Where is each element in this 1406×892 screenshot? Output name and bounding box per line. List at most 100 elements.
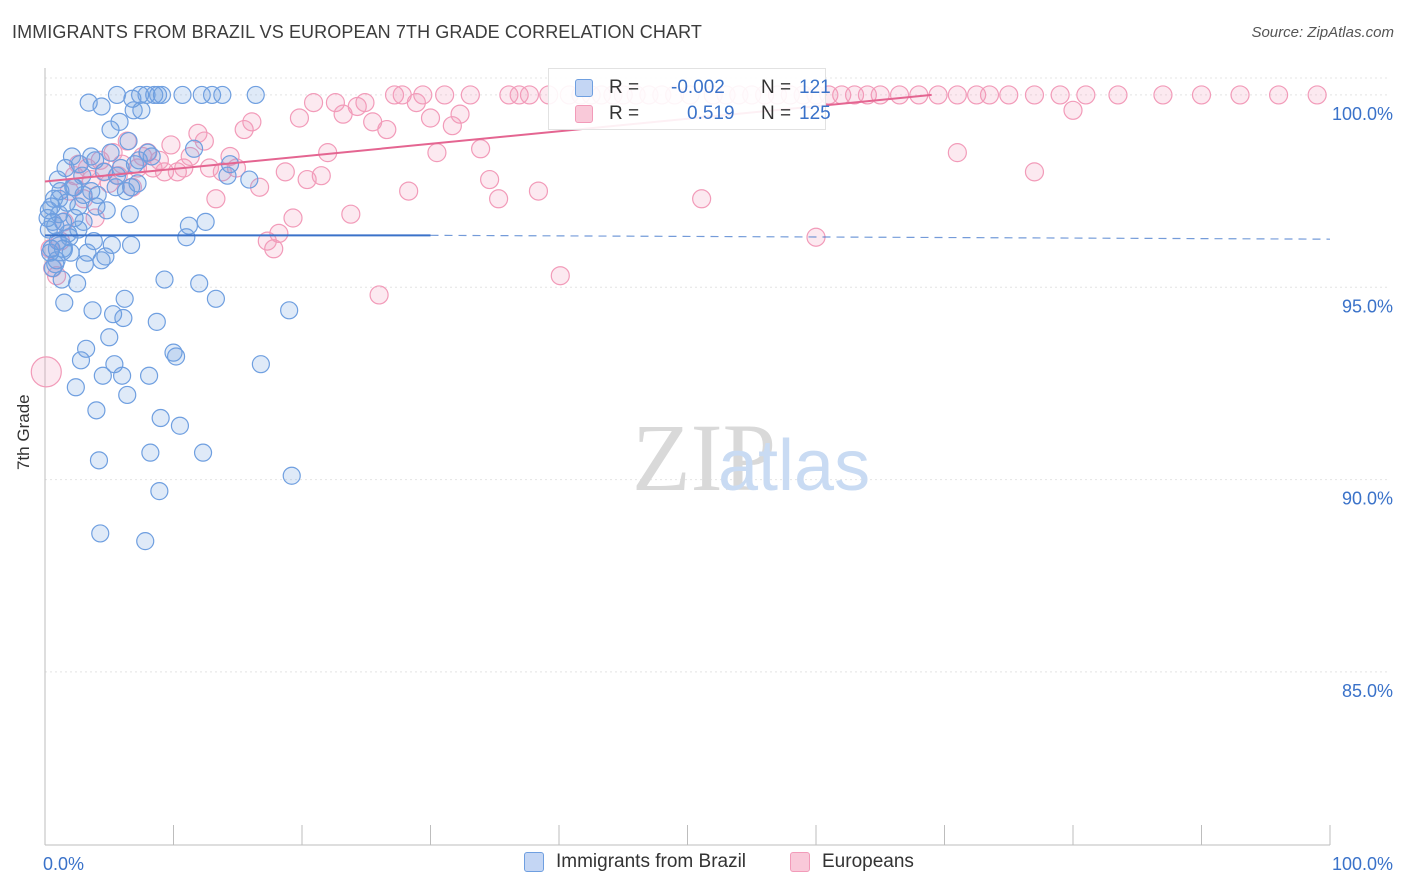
europeans-point — [427, 143, 447, 163]
europeans-point — [1050, 85, 1070, 105]
brazil-point — [147, 312, 166, 331]
europeans-point — [1024, 85, 1045, 105]
europeans-point — [199, 158, 220, 178]
brazil-point — [218, 166, 237, 185]
europeans-point — [220, 146, 240, 167]
europeans-point — [269, 223, 289, 244]
grid-lines — [45, 77, 1390, 673]
brazil-point — [92, 97, 111, 116]
brazil-point — [173, 85, 192, 105]
brazil-point — [65, 208, 84, 228]
series-europeans-points — [30, 85, 1327, 388]
brazil-point — [87, 401, 106, 420]
europeans-point — [311, 166, 331, 186]
brazil-point — [132, 101, 151, 120]
watermark: ZIP atlas — [632, 404, 870, 511]
y-tick-label: 95.0% — [1342, 296, 1393, 316]
brazil-point — [82, 147, 101, 166]
brazil-point — [66, 378, 85, 397]
brazil-point — [120, 205, 139, 224]
brazil-point — [114, 308, 133, 328]
europeans-point — [234, 119, 254, 140]
brazil-point — [69, 220, 88, 239]
brazil-point — [124, 101, 143, 120]
europeans-point — [406, 93, 426, 113]
brazil-point — [152, 85, 172, 105]
europeans-point — [442, 116, 462, 136]
brazil-trend-extension — [430, 234, 1331, 240]
europeans-point — [399, 181, 419, 201]
europeans-point — [435, 85, 455, 105]
brazil-point — [246, 85, 265, 105]
europeans-point — [550, 266, 570, 286]
europeans-point — [242, 112, 262, 132]
europeans-point — [283, 208, 303, 228]
europeans-point — [947, 85, 967, 105]
europeans-point — [377, 119, 397, 140]
r-label: R = — [609, 77, 640, 98]
europeans-point — [1230, 85, 1250, 105]
europeans-point — [692, 189, 712, 209]
brazil-point — [192, 85, 211, 105]
brazil-point — [151, 408, 170, 428]
europeans-point — [450, 104, 470, 124]
y-tick-label: 85.0% — [1342, 681, 1393, 701]
brazil-point — [50, 189, 69, 208]
brazil-point — [104, 305, 123, 324]
brazil-point — [240, 170, 259, 189]
brazil-point — [110, 112, 129, 131]
brazil-point — [280, 301, 299, 320]
europeans-point — [325, 93, 346, 113]
brazil-point — [83, 301, 102, 320]
brazil-point — [213, 85, 232, 105]
europeans-point — [249, 177, 270, 197]
brazil-point — [107, 85, 127, 105]
europeans-legend-swatch — [790, 852, 810, 872]
europeans-point — [384, 85, 405, 105]
brazil-point — [190, 274, 209, 293]
europeans-point — [30, 356, 62, 388]
brazil-point — [112, 366, 132, 385]
brazil-point — [71, 351, 91, 370]
europeans-point — [1153, 85, 1173, 105]
brazil-point — [55, 293, 74, 312]
legend-item-europeans[interactable]: Europeans — [790, 851, 914, 873]
brazil-point — [184, 139, 204, 158]
brazil-point — [166, 347, 186, 366]
brazil-point — [138, 143, 157, 162]
series-brazil-points — [38, 85, 301, 551]
brazil-point — [145, 85, 164, 105]
europeans-point — [1191, 85, 1212, 105]
brazil-point — [88, 185, 107, 205]
legend-item-brazil[interactable]: Immigrants from Brazil — [524, 851, 746, 873]
brazil-point — [46, 255, 65, 274]
chart-title: IMMIGRANTS FROM BRAZIL VS EUROPEAN 7TH G… — [12, 22, 702, 42]
n-value: 125 — [799, 103, 831, 124]
europeans-point — [480, 169, 500, 190]
brazil-point — [100, 328, 119, 347]
brazil-point — [91, 524, 110, 543]
brazil-point — [136, 532, 155, 551]
brazil-point — [121, 178, 141, 197]
europeans-point — [303, 93, 324, 113]
europeans-point — [519, 85, 540, 105]
europeans-point — [206, 189, 226, 209]
brazil-point — [130, 85, 150, 105]
brazil-point — [115, 289, 134, 308]
x-tick-label-max: 100.0% — [1332, 854, 1393, 874]
r-label: R = — [609, 103, 640, 124]
europeans-point — [264, 239, 284, 259]
brazil-point — [102, 235, 121, 255]
brazil-point — [87, 197, 106, 216]
brazil-point — [193, 443, 213, 462]
brazil-point — [53, 212, 73, 231]
watermark-atlas: atlas — [718, 426, 870, 506]
europeans-point — [161, 135, 181, 155]
brazil-legend-swatch — [524, 852, 544, 872]
europeans-point — [257, 231, 277, 251]
brazil-point — [177, 228, 196, 247]
brazil-point — [148, 85, 168, 105]
europeans-point — [489, 189, 509, 209]
brazil-point — [202, 85, 222, 105]
